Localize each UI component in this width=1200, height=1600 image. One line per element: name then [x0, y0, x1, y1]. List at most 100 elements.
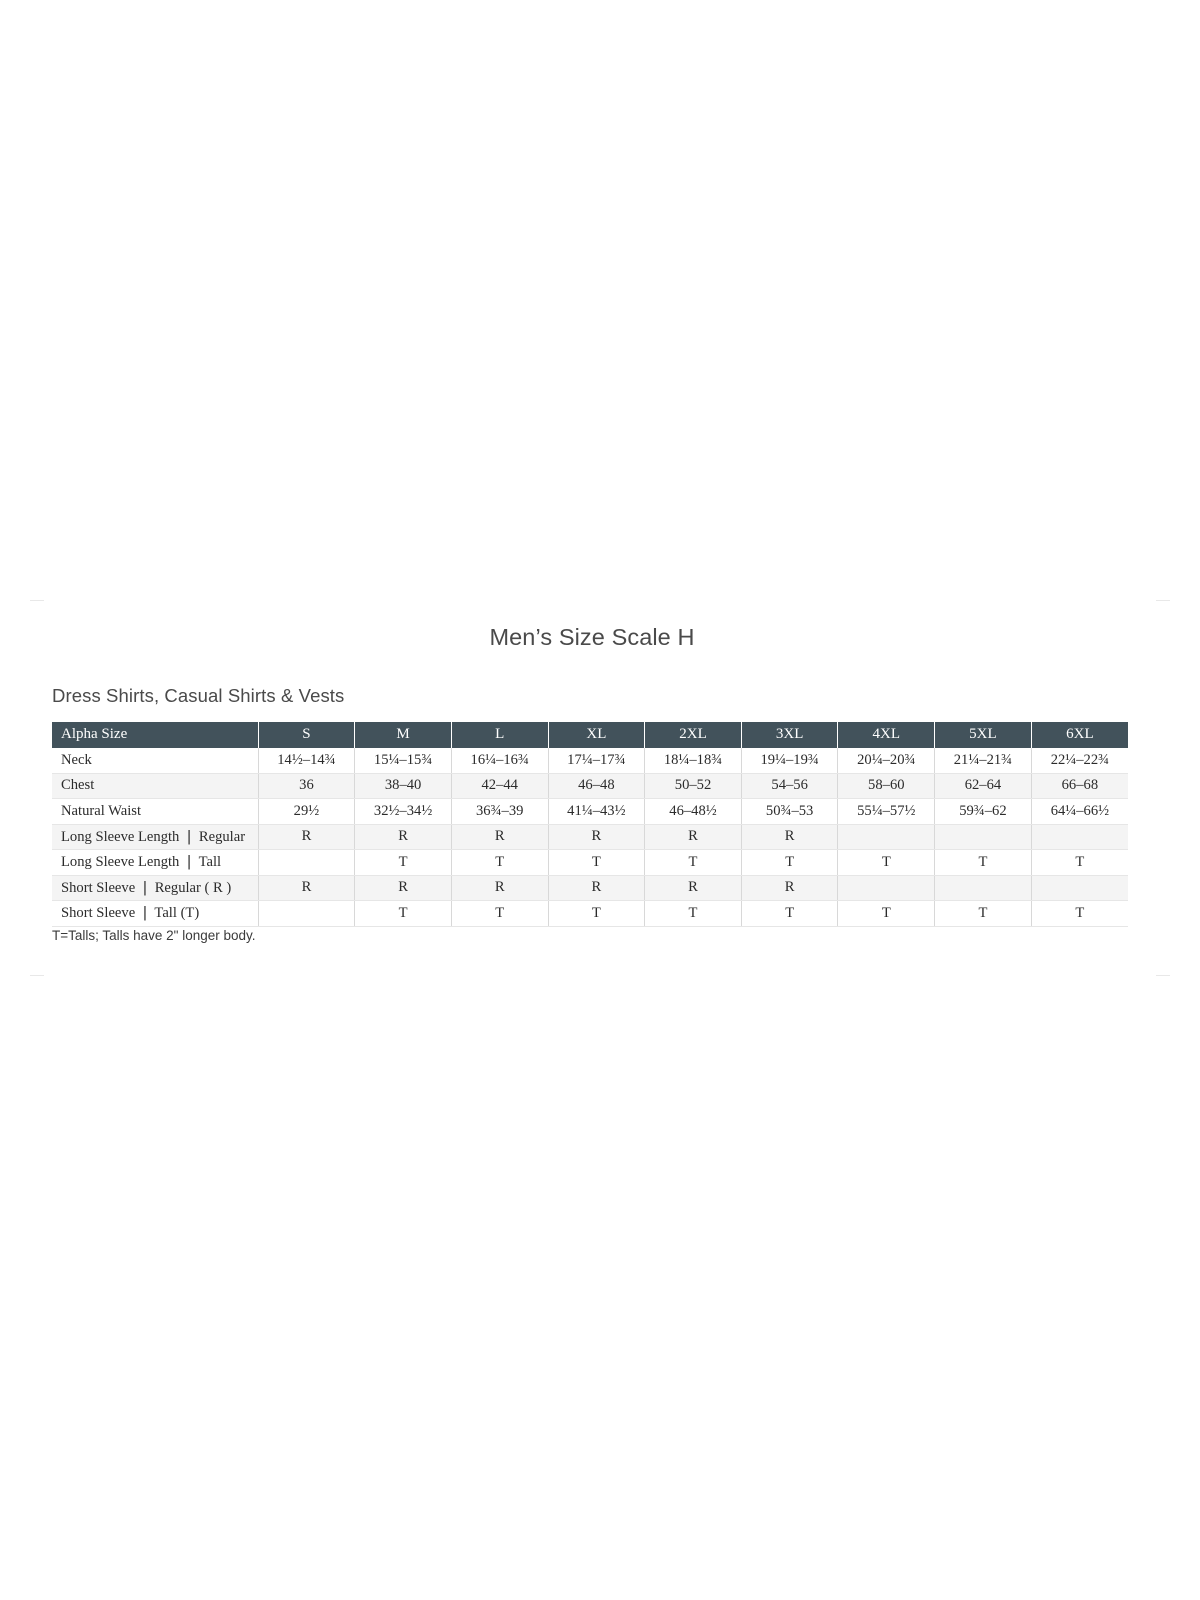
measurement-cell: [837, 824, 936, 850]
row-label: Short Sleeve ❘ Tall (T): [52, 900, 259, 927]
measurement-cell: 55¼–57½: [837, 798, 936, 825]
table-body: Neck 14½–14¾ 15¼–15¾ 16¼–16¾ 17¼–17¾ 18¼–18¾ 1…: [52, 748, 1128, 927]
measurement-cell: 41¼–43½: [548, 798, 646, 825]
measurement-cell: T: [548, 900, 646, 927]
measurement-cell: T: [837, 900, 936, 927]
measurement-cell: 46–48½: [644, 798, 742, 825]
measurement-cell: R: [258, 875, 356, 901]
registration-mark-right-top: [1156, 600, 1170, 601]
column-header-3xl: 3XL: [741, 722, 839, 748]
measurement-cell: R: [644, 875, 742, 901]
page-title: Men’s Size Scale H: [489, 624, 695, 650]
measurement-cell: [258, 900, 356, 927]
column-header-l: L: [451, 722, 549, 748]
table-row: Long Sleeve Length ❘ Tall T T T T T T T T: [52, 849, 1128, 876]
measurement-cell: [934, 875, 1032, 901]
column-header-4xl: 4XL: [837, 722, 936, 748]
measurement-cell: 19¼–19¾: [741, 748, 839, 774]
measurement-cell: R: [451, 824, 549, 850]
measurement-cell: [258, 849, 356, 876]
measurement-cell: T: [1031, 849, 1128, 876]
measurement-cell: R: [258, 824, 356, 850]
table-header-row: Alpha Size S M L XL 2XL 3XL 4XL 5XL 6XL: [52, 722, 1128, 748]
registration-mark-left-bottom: [30, 975, 44, 976]
column-header-m: M: [354, 722, 452, 748]
table-row: Chest 36 38–40 42–44 46–48 50–52 54–56 58–60 62–…: [52, 773, 1128, 799]
measurement-cell: 66–68: [1031, 773, 1128, 799]
table-head: Alpha Size S M L XL 2XL 3XL 4XL 5XL 6XL: [52, 722, 1128, 748]
measurement-cell: T: [644, 900, 742, 927]
measurement-cell: 14½–14¾: [258, 748, 356, 774]
table-row: Natural Waist 29½ 32½–34½ 36¾–39 41¼–43½ 46–4…: [52, 798, 1128, 825]
measurement-cell: 58–60: [837, 773, 936, 799]
row-label: Long Sleeve Length ❘ Regular: [52, 824, 259, 850]
measurement-cell: R: [354, 824, 452, 850]
measurement-cell: T: [934, 900, 1032, 927]
column-header-2xl: 2XL: [644, 722, 742, 748]
table-row: Long Sleeve Length ❘ Regular R R R R R R: [52, 824, 1128, 850]
measurement-cell: 18¼–18¾: [644, 748, 742, 774]
measurement-cell: 38–40: [354, 773, 452, 799]
measurement-cell: 17¼–17¾: [548, 748, 646, 774]
column-header-5xl: 5XL: [934, 722, 1032, 748]
column-header-alpha-size: Alpha Size: [52, 722, 259, 748]
measurement-cell: [1031, 824, 1128, 850]
registration-mark-right-bottom: [1156, 975, 1170, 976]
measurement-cell: T: [837, 849, 936, 876]
measurement-cell: T: [451, 849, 549, 876]
row-label: Chest: [52, 773, 259, 799]
measurement-cell: 21¼–21¾: [934, 748, 1032, 774]
measurement-cell: 16¼–16¾: [451, 748, 549, 774]
table-row: Short Sleeve ❘ Tall (T) T T T T T T T T: [52, 900, 1128, 927]
measurement-cell: T: [354, 849, 452, 876]
table-row: Short Sleeve ❘ Regular ( R ) R R R R R R: [52, 875, 1128, 901]
measurement-cell: 42–44: [451, 773, 549, 799]
measurement-cell: [1031, 875, 1128, 901]
column-header-6xl: 6XL: [1031, 722, 1128, 748]
measurement-cell: T: [741, 900, 839, 927]
measurement-cell: 50¾–53: [741, 798, 839, 825]
measurement-cell: 64¼–66½: [1031, 798, 1128, 825]
measurement-cell: 54–56: [741, 773, 839, 799]
measurement-cell: R: [354, 875, 452, 901]
measurement-cell: 22¼–22¾: [1031, 748, 1128, 774]
measurement-cell: T: [741, 849, 839, 876]
measurement-cell: R: [741, 824, 839, 850]
table-row: Neck 14½–14¾ 15¼–15¾ 16¼–16¾ 17¼–17¾ 18¼–18¾ 1…: [52, 748, 1128, 774]
column-header-xl: XL: [548, 722, 646, 748]
registration-mark-left-top: [30, 600, 44, 601]
footnote: T=Talls; Talls have 2" longer body.: [52, 928, 256, 943]
measurement-cell: 20¼–20¾: [837, 748, 936, 774]
measurement-cell: 36: [258, 773, 356, 799]
measurement-cell: R: [548, 875, 646, 901]
measurement-cell: R: [451, 875, 549, 901]
measurement-cell: [837, 875, 936, 901]
row-label: Short Sleeve ❘ Regular ( R ): [52, 875, 259, 901]
measurement-cell: T: [934, 849, 1032, 876]
column-header-s: S: [258, 722, 356, 748]
measurement-cell: [934, 824, 1032, 850]
measurement-cell: 46–48: [548, 773, 646, 799]
measurement-cell: 50–52: [644, 773, 742, 799]
measurement-cell: R: [644, 824, 742, 850]
measurement-cell: 32½–34½: [354, 798, 452, 825]
measurement-cell: T: [1031, 900, 1128, 927]
measurement-cell: T: [644, 849, 742, 876]
measurement-cell: 15¼–15¾: [354, 748, 452, 774]
measurement-cell: R: [741, 875, 839, 901]
section-title: Dress Shirts, Casual Shirts & Vests: [52, 685, 345, 706]
measurement-cell: 59¾–62: [934, 798, 1032, 825]
measurement-cell: 36¾–39: [451, 798, 549, 825]
measurement-cell: 29½: [258, 798, 356, 825]
measurement-cell: R: [548, 824, 646, 850]
size-table-container: Alpha Size S M L XL 2XL 3XL 4XL 5XL 6XL Neck 14½–1…: [52, 722, 1128, 927]
measurement-cell: T: [451, 900, 549, 927]
row-label: Neck: [52, 748, 259, 774]
row-label: Natural Waist: [52, 798, 259, 825]
measurement-cell: 62–64: [934, 773, 1032, 799]
row-label: Long Sleeve Length ❘ Tall: [52, 849, 259, 876]
size-table: Alpha Size S M L XL 2XL 3XL 4XL 5XL 6XL Neck 14½–1…: [52, 722, 1128, 927]
measurement-cell: T: [354, 900, 452, 927]
measurement-cell: T: [548, 849, 646, 876]
